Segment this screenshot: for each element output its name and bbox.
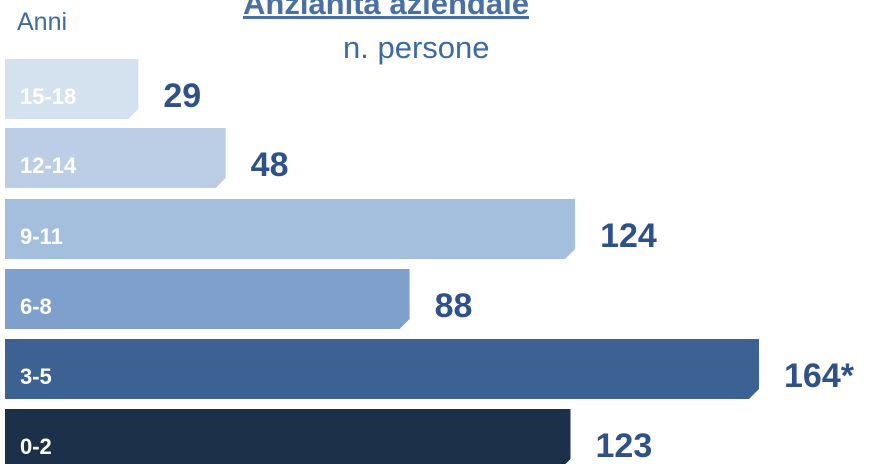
chart-title: Anzianità aziendale xyxy=(243,0,529,21)
bar-3-5 xyxy=(5,339,759,399)
axis-caption: Anni xyxy=(17,8,68,36)
bar-6-8 xyxy=(5,269,410,329)
value-label-0-2: 123 xyxy=(596,427,653,464)
value-label-6-8: 88 xyxy=(435,287,473,325)
category-label-9-11: 9-11 xyxy=(20,224,63,249)
bar-0-2 xyxy=(5,409,571,464)
bar-12-14 xyxy=(5,128,226,188)
chart-subtitle: n. persone xyxy=(343,30,490,65)
category-label-15-18: 15-18 xyxy=(20,84,76,109)
bar-9-11 xyxy=(5,199,576,259)
bar-15-18 xyxy=(5,59,139,119)
category-label-12-14: 12-14 xyxy=(20,153,77,178)
value-label-9-11: 124 xyxy=(600,217,657,255)
category-label-3-5: 3-5 xyxy=(20,364,52,389)
value-label-3-5: 164* xyxy=(784,357,855,395)
value-label-12-14: 48 xyxy=(251,146,289,184)
value-label-15-18: 29 xyxy=(163,77,201,115)
category-label-0-2: 0-2 xyxy=(20,434,52,459)
category-label-6-8: 6-8 xyxy=(20,294,52,319)
